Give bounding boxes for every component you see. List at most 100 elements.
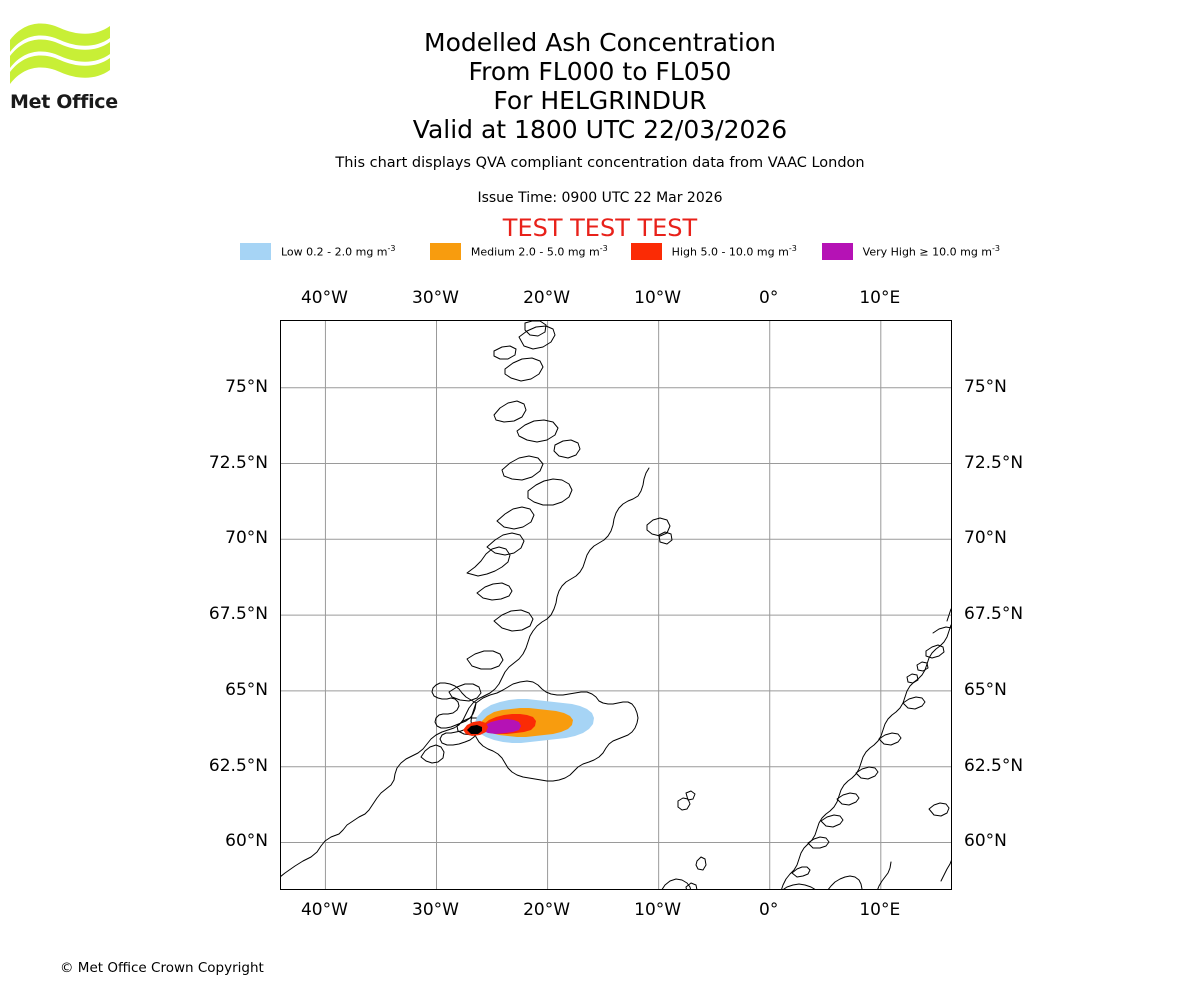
legend-swatch-high: [630, 242, 662, 260]
iceland-westfjords: [431, 682, 477, 729]
greenland-east-coast: [281, 467, 650, 877]
lat-tick-left-62.5°N: 62.5°N: [208, 755, 268, 776]
title-line-1: Modelled Ash Concentration: [424, 28, 776, 57]
lon-tick-bottom-30°W: 30°W: [412, 900, 459, 920]
island-north-2: [493, 345, 517, 360]
iceland-coastline: [470, 680, 639, 782]
greenland-peninsula-e: [493, 609, 534, 632]
title-line-3: For HELGRINDUR: [493, 86, 707, 115]
lon-tick-top-10°E: 10°E: [859, 288, 901, 308]
lon-tick-top-30°W: 30°W: [412, 288, 459, 308]
lon-tick-bottom-20°W: 20°W: [523, 900, 571, 920]
legend-label-high: High 5.0 - 10.0 mg m-3: [671, 243, 797, 259]
lat-tick-left-67.5°N: 67.5°N: [208, 604, 268, 625]
greenland-peninsula-d: [466, 650, 504, 670]
faroe-islands-north: [685, 790, 696, 801]
title-line-2: From FL000 to FL050: [468, 57, 732, 86]
lat-tick-right-72.5°N: 72.5°N: [964, 452, 1024, 473]
met-office-logo: Met Office: [8, 18, 128, 118]
legend-label-medium: Medium 2.0 - 5.0 mg m-3: [470, 243, 608, 259]
faroe-islands: [677, 797, 691, 811]
island-north-1: [524, 321, 547, 337]
lon-tick-bottom-40°W: 40°W: [300, 900, 348, 920]
sweden-west-coast: [877, 861, 892, 889]
lat-tick-right-62.5°N: 62.5°N: [964, 755, 1024, 776]
norway-fjord-5: [855, 766, 879, 780]
lon-tick-bottom-10°W: 10°W: [634, 900, 682, 920]
test-banner: TEST TEST TEST: [502, 214, 698, 242]
map-plot-frame: [280, 320, 952, 890]
norway-fjord-4: [836, 792, 860, 806]
lat-tick-left-70°N: 70°N: [225, 528, 268, 549]
lon-tick-top-20°W: 20°W: [523, 288, 571, 308]
greenland-north-coast-3: [504, 357, 544, 382]
logo-text: Met Office: [10, 91, 118, 113]
norway-west-coast: [781, 624, 951, 889]
lon-tick-top-0°: 0°: [759, 288, 779, 308]
norway-fjord-7: [902, 696, 926, 710]
lat-tick-left-72.5°N: 72.5°N: [208, 452, 268, 473]
map-canvas: [281, 321, 951, 889]
lat-tick-left-60°N: 60°N: [225, 831, 268, 852]
lon-tick-top-10°W: 10°W: [634, 288, 682, 308]
logo-wave-mark: [10, 23, 110, 84]
greenland-north-coast-1: [516, 419, 559, 443]
norway-fjord-2: [807, 836, 830, 849]
norway-south-coast: [783, 883, 816, 889]
bothnia-coast: [928, 802, 950, 817]
vesteralen-islands: [916, 661, 929, 672]
greenland-peninsula-a: [420, 744, 445, 764]
greenland-fjord-4: [496, 506, 535, 530]
lat-tick-right-75°N: 75°N: [964, 376, 1007, 397]
greenland-fjord-1: [476, 582, 513, 601]
orkney-islands: [685, 882, 698, 889]
issue-time: Issue Time: 0900 UTC 22 Mar 2026: [477, 190, 723, 206]
lat-tick-right-60°N: 60°N: [964, 831, 1007, 852]
troms-coast: [932, 626, 951, 634]
oslofjord-coast: [827, 875, 863, 889]
copyright-footer: © Met Office Crown Copyright: [60, 960, 264, 976]
norway-north-coast: [946, 608, 951, 622]
island-small-1: [646, 517, 671, 537]
legend-swatch-medium: [429, 242, 461, 260]
greenland-fjord-2: [466, 546, 511, 577]
plume-source-core: [467, 725, 482, 734]
lofoten-small: [906, 673, 919, 684]
map-gridlines: [281, 321, 951, 889]
lat-tick-left-75°N: 75°N: [225, 376, 268, 397]
island-jan-mayen-area: [553, 439, 581, 459]
legend-swatch-very-high: [821, 242, 853, 260]
lat-tick-right-70°N: 70°N: [964, 528, 1007, 549]
legend-entry-high: High 5.0 - 10.0 mg m-3: [630, 240, 797, 262]
legend-entry-low: Low 0.2 - 2.0 mg m-3: [240, 240, 396, 262]
ash-concentration-map: [280, 320, 952, 890]
norway-fjord-3: [820, 814, 844, 828]
legend-entry-medium: Medium 2.0 - 5.0 mg m-3: [429, 240, 608, 262]
legend-label-low: Low 0.2 - 2.0 mg m-3: [281, 243, 396, 259]
lon-tick-top-40°W: 40°W: [300, 288, 348, 308]
iceland-reykjanes-peninsula: [439, 726, 477, 746]
legend-label-very-high: Very High ≥ 10.0 mg m-3: [862, 243, 1000, 259]
concentration-legend: Low 0.2 - 2.0 mg m-3 Medium 2.0 - 5.0 mg…: [240, 240, 1000, 262]
legend-swatch-low: [240, 242, 271, 260]
greenland-north-fjord: [501, 455, 544, 481]
scotland-north-coast: [661, 878, 692, 889]
greenland-north-coast-2: [493, 400, 527, 423]
shetland-islands: [695, 856, 707, 871]
plume-contour-very-high: [481, 719, 521, 734]
greenland-north-coast-4: [518, 325, 556, 350]
greenland-scoresby-sund: [527, 478, 573, 506]
lat-tick-left-65°N: 65°N: [225, 679, 268, 700]
ash-concentration-plume: [463, 699, 594, 743]
page-title: Modelled Ash Concentration From FL000 to…: [160, 28, 1040, 144]
norway-fjord-6: [878, 732, 902, 746]
title-line-4: Valid at 1800 UTC 22/03/2026: [412, 115, 788, 144]
lon-tick-bottom-10°E: 10°E: [859, 900, 901, 920]
greenland-peninsula-c: [448, 683, 482, 702]
norway-fjord-1: [791, 866, 811, 878]
sweden-coast-far: [940, 860, 951, 882]
legend-entry-very-high: Very High ≥ 10.0 mg m-3: [821, 240, 1000, 262]
map-coastlines: [281, 321, 951, 889]
chart-subtitle: This chart displays QVA compliant concen…: [335, 155, 865, 171]
lofoten-islands: [925, 644, 945, 659]
